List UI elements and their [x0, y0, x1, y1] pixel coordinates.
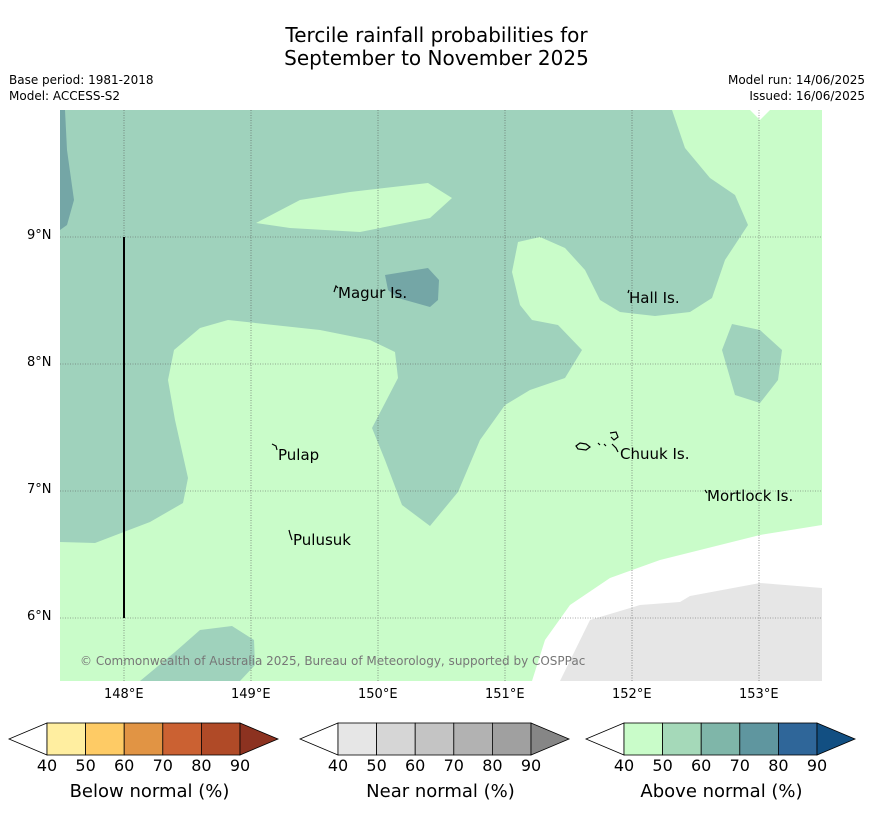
near-colorbar-segment-3 — [453, 722, 493, 756]
lon-label-153e: 153°E — [739, 687, 779, 702]
near-colorbar-segment-0 — [337, 722, 377, 756]
near-colorbar-right-arrow — [530, 722, 571, 756]
lon-label-149e: 149°E — [231, 687, 271, 702]
above-colorbar-segment-1 — [662, 722, 702, 756]
colorbar-below-normal — [7, 722, 280, 756]
above-normal-40-50-patch — [256, 183, 452, 232]
above-normal-60-70-strip — [60, 110, 74, 230]
above-colorbar-tick-40: 40 — [613, 756, 635, 775]
hall-island-shape — [627, 289, 630, 294]
lat-label-7n: 7°N — [27, 482, 52, 497]
colorbar-above-normal — [584, 722, 857, 756]
below-colorbar-tick-90: 90 — [229, 756, 251, 775]
below-colorbar-segment-2 — [123, 722, 164, 756]
above-colorbar-tick-60: 60 — [691, 756, 712, 775]
title-line-2: September to November 2025 — [284, 46, 589, 70]
base-period: Base period: 1981-2018 — [9, 73, 154, 87]
place-magur: Magur Is. — [338, 284, 408, 302]
below-colorbar-segment-1 — [85, 722, 125, 756]
place-chuuk: Chuuk Is. — [620, 445, 690, 463]
colorbar-near-normal — [298, 722, 571, 756]
lon-label-152e: 152°E — [612, 687, 652, 702]
above-colorbar-tick-90: 90 — [806, 756, 828, 775]
lon-label-151e: 151°E — [485, 687, 525, 702]
lat-label-6n: 6°N — [27, 609, 52, 624]
place-mortlock: Mortlock Is. — [707, 487, 794, 505]
mortlock-island-shape — [704, 489, 708, 494]
above-normal-50-60-region — [60, 110, 748, 543]
island-outlines — [271, 284, 708, 541]
map-area — [60, 110, 822, 681]
lon-label-148e: 148°E — [104, 687, 144, 702]
chuuk-island-shape-3 — [611, 443, 619, 453]
below-colorbar-tick-50: 50 — [75, 756, 96, 775]
below-colorbar-segment-3 — [162, 722, 202, 756]
above-colorbar-tick-50: 50 — [652, 756, 673, 775]
lat-label-8n: 8°N — [27, 355, 52, 370]
above-colorbar-segment-0 — [623, 722, 663, 756]
model-name: Model: ACCESS-S2 — [9, 89, 121, 103]
near-colorbar-tick-90: 90 — [520, 756, 542, 775]
below-colorbar-tick-80: 80 — [191, 756, 212, 775]
map-notch — [750, 110, 770, 120]
above-colorbar-segment-2 — [700, 722, 741, 756]
colorbar-below-label: Below normal (%) — [69, 781, 230, 802]
below-colorbar-segment-4 — [200, 722, 241, 756]
near-colorbar-tick-80: 80 — [482, 756, 503, 775]
below-colorbar-tick-40: 40 — [36, 756, 58, 775]
place-hall: Hall Is. — [629, 289, 680, 307]
magur-island-shape — [333, 284, 339, 293]
title-line-1: Tercile rainfall probabilities for — [285, 23, 588, 47]
above-colorbar-tick-70: 70 — [729, 756, 750, 775]
model-run: Model run: 14/06/2025 — [727, 73, 865, 87]
above-colorbar-left-arrow — [584, 722, 625, 756]
below-colorbar-segment-0 — [46, 722, 86, 756]
chuuk-island-shape-1 — [575, 442, 591, 451]
near-colorbar-tick-60: 60 — [405, 756, 426, 775]
below-colorbar-tick-70: 70 — [152, 756, 173, 775]
lat-label-9n: 9°N — [27, 228, 52, 243]
below-colorbar-tick-60: 60 — [114, 756, 135, 775]
near-colorbar-segment-4 — [491, 722, 532, 756]
issued-date: Issued: 16/06/2025 — [749, 89, 865, 103]
pulap-island-shape — [271, 443, 278, 451]
near-colorbar-tick-70: 70 — [443, 756, 464, 775]
near-colorbar-left-arrow — [298, 722, 339, 756]
chuuk-island-shape-2 — [597, 431, 619, 447]
place-pulusuk: Pulusuk — [293, 531, 351, 549]
above-colorbar-segment-4 — [778, 722, 818, 756]
near-colorbar-segment-2 — [414, 722, 455, 756]
above-colorbar-segment-3 — [739, 722, 779, 756]
lon-label-150e: 150°E — [358, 687, 398, 702]
above-colorbar-right-arrow — [816, 722, 857, 756]
below-colorbar-left-arrow — [7, 722, 48, 756]
near-colorbar-tick-40: 40 — [327, 756, 349, 775]
near-normal-region — [560, 583, 822, 681]
above-normal-50-60-patch-east — [722, 324, 782, 403]
place-pulap: Pulap — [278, 446, 320, 464]
colorbar-above-label: Above normal (%) — [640, 781, 803, 802]
near-colorbar-segment-1 — [376, 722, 416, 756]
pulusuk-island-shape — [288, 529, 293, 541]
below-colorbar-right-arrow — [239, 722, 280, 756]
near-colorbar-tick-50: 50 — [366, 756, 387, 775]
above-normal-50-60-patch-south — [140, 626, 255, 681]
above-normal-60-70-patch — [385, 268, 439, 307]
copyright-notice: © Commonwealth of Australia 2025, Bureau… — [80, 654, 586, 668]
colorbar-near-label: Near normal (%) — [366, 781, 515, 802]
above-colorbar-tick-80: 80 — [768, 756, 789, 775]
